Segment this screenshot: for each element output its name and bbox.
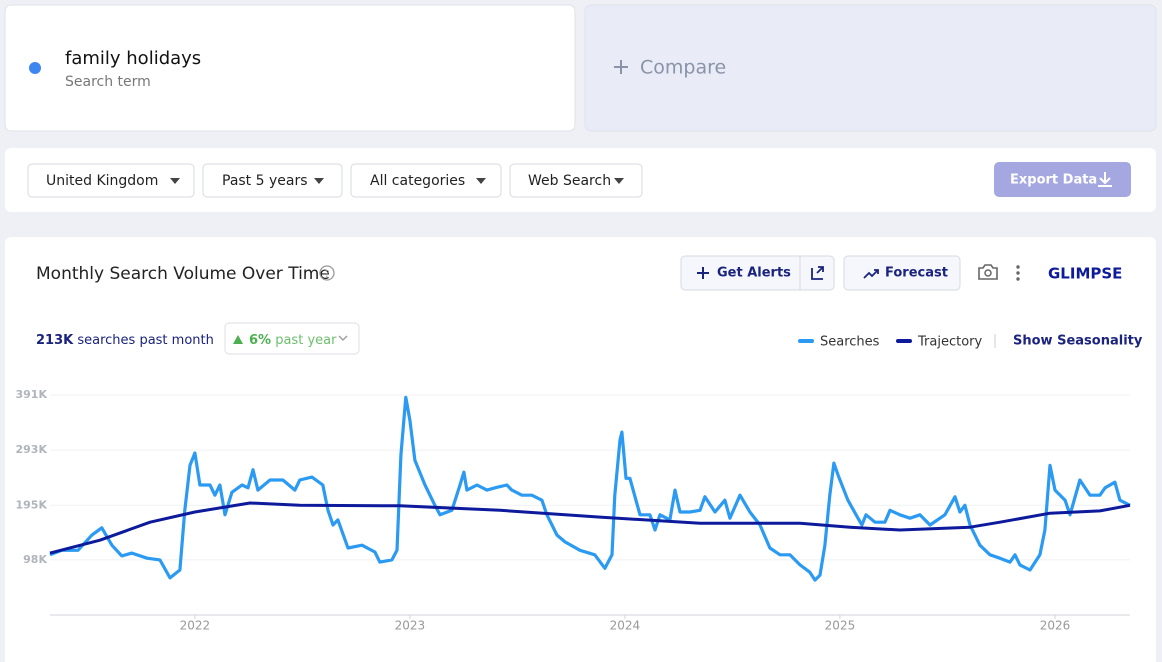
search-card[interactable] — [4, 4, 576, 132]
download-icon — [1098, 172, 1112, 187]
dropdown-box[interactable] — [509, 163, 643, 198]
filter-dropdown[interactable]: United Kingdom — [27, 163, 195, 198]
chevron — [338, 335, 348, 341]
dropdown-box[interactable] — [350, 163, 502, 198]
dot — [1016, 271, 1020, 275]
term-dot — [29, 62, 41, 74]
dot — [1016, 277, 1020, 281]
change-badge[interactable] — [224, 322, 360, 355]
dropdown-box[interactable] — [27, 163, 195, 198]
export-button[interactable] — [994, 162, 1131, 197]
compare-label: Compare — [640, 57, 726, 79]
caret — [170, 178, 180, 184]
logo: GLIMPSE — [1048, 265, 1122, 283]
y-tick-label: 391K — [16, 388, 48, 401]
caret — [476, 178, 486, 184]
x-tick-label: 2025 — [825, 619, 856, 633]
plus-icon — [697, 267, 709, 279]
dot — [1016, 265, 1020, 269]
x-tick-label: 2022 — [180, 619, 211, 633]
plus-icon — [614, 60, 628, 74]
dropdown-label: All categories — [370, 173, 465, 189]
caret — [614, 178, 624, 184]
change-text: past year — [275, 333, 337, 348]
more-icon[interactable] — [1016, 265, 1020, 281]
search-subtitle: Search term — [65, 74, 151, 90]
change-value: 6% — [249, 333, 271, 348]
alerts-label: Get Alerts — [717, 266, 791, 281]
series-line — [49, 501, 1131, 555]
search-term: family holidays — [65, 48, 201, 69]
alerts-button[interactable] — [680, 255, 835, 291]
x-tick-label: 2023 — [395, 619, 426, 633]
filter-dropdown[interactable]: Past 5 years — [202, 163, 343, 198]
seasonality-link[interactable]: Show Seasonality — [1013, 334, 1143, 349]
forecast-button[interactable] — [843, 255, 961, 291]
filter-dropdown[interactable]: Web Search — [509, 163, 643, 198]
searches-text: searches past month — [77, 333, 214, 348]
export-label: Export Data — [1010, 173, 1097, 188]
camera-icon[interactable] — [978, 264, 998, 280]
x-tick-label: 2024 — [610, 619, 641, 633]
legend-label: Searches — [820, 335, 880, 350]
dropdown-box[interactable] — [202, 163, 343, 198]
y-tick-label: 195K — [16, 498, 48, 511]
series-line — [49, 395, 1131, 582]
change-stat: 6% past year — [249, 333, 337, 348]
y-tick-label: 98K — [23, 553, 47, 566]
x-tick-label: 2026 — [1040, 619, 1071, 633]
help-mark: ? — [324, 269, 329, 280]
trend-icon — [863, 269, 879, 279]
searches-value: 213K — [36, 333, 74, 348]
dropdown-label: Past 5 years — [222, 173, 308, 189]
camera-lens — [984, 269, 992, 277]
dropdown-label: Web Search — [528, 173, 611, 189]
caret — [314, 178, 324, 184]
dropdown-label: United Kingdom — [46, 173, 158, 189]
y-tick-label: 293K — [16, 443, 48, 456]
legend-label: Trajectory — [917, 335, 982, 350]
forecast-label: Forecast — [885, 266, 948, 281]
chart-card — [5, 237, 1156, 662]
chart-title: Monthly Search Volume Over Time — [36, 264, 330, 284]
external-link-icon[interactable] — [811, 266, 824, 280]
compare-card[interactable] — [584, 4, 1157, 132]
filter-dropdown[interactable]: All categories — [350, 163, 502, 198]
help-icon[interactable] — [319, 265, 335, 281]
up-arrow — [233, 335, 243, 344]
searches-stat: 213K searches past month — [36, 333, 214, 348]
